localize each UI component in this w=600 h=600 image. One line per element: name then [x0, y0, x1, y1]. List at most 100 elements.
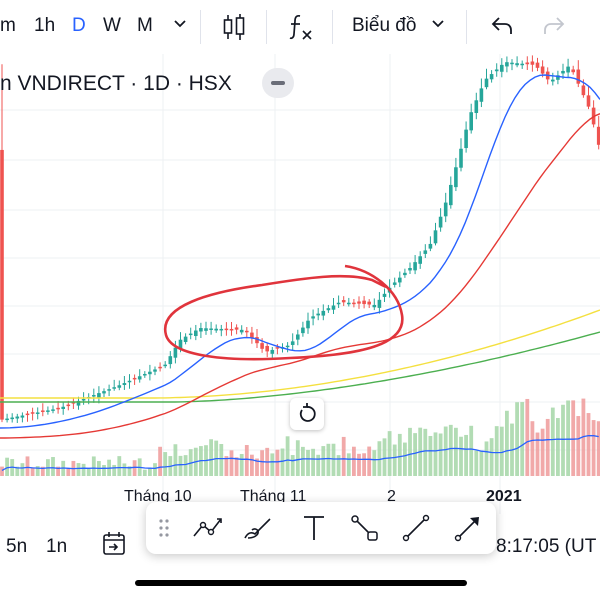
volume-bar [244, 445, 249, 476]
volume-bar [321, 446, 326, 476]
volume-bar [229, 450, 234, 476]
price-candle [326, 308, 331, 311]
price-candle [489, 74, 494, 80]
price-candle [199, 328, 203, 332]
undo-icon[interactable] [490, 15, 514, 42]
trend-line-icon[interactable] [398, 510, 434, 546]
interval-m-button[interactable]: M [137, 15, 153, 36]
redo-icon[interactable] [542, 15, 566, 42]
calendar-goto-icon[interactable] [100, 530, 128, 563]
price-candle [464, 129, 468, 149]
volume-bar [158, 446, 162, 476]
price-candle [194, 330, 198, 337]
price-candle [214, 328, 218, 331]
drag-handle-icon[interactable] [158, 518, 170, 543]
volume-bar [20, 463, 25, 476]
multipoint-line-icon[interactable] [190, 510, 226, 546]
price-candle [270, 349, 275, 354]
volume-bar [153, 463, 157, 476]
volume-bar [35, 466, 40, 476]
price-candle [81, 398, 86, 401]
price-candle [596, 126, 600, 145]
annotation-ellipse[interactable] [163, 264, 404, 361]
ma-yellow-line [0, 309, 600, 399]
price-candle [127, 380, 132, 383]
price-candle [398, 277, 402, 283]
volume-bar [464, 434, 468, 476]
brush-icon[interactable] [240, 510, 276, 546]
volume-bar [341, 436, 346, 476]
volume-bar [301, 446, 305, 476]
interval-w-button[interactable]: W [103, 15, 121, 36]
price-candle [571, 69, 575, 73]
clock-label[interactable]: 8:17:05 (UT [496, 536, 597, 557]
price-candle [76, 400, 81, 406]
price-candle [219, 328, 224, 331]
price-candle [15, 416, 20, 419]
volume-bar [15, 466, 20, 476]
interval-dropdown-chevron-icon[interactable] [172, 16, 188, 37]
layout-dropdown-chevron-icon[interactable] [430, 16, 446, 37]
volume-bar [219, 444, 224, 476]
price-candle [494, 69, 499, 72]
interval-d-button[interactable]: D [72, 15, 86, 36]
reset-chart-button[interactable] [290, 398, 324, 430]
interval-1h-button[interactable]: 1h [34, 15, 56, 36]
price-candle [209, 328, 213, 330]
price-candle [418, 256, 422, 264]
volume-bar [367, 446, 372, 476]
volume-bar [346, 453, 351, 476]
price-candle [535, 62, 540, 68]
price-candle [173, 347, 178, 358]
price-candle [61, 406, 65, 409]
price-candle [25, 413, 30, 416]
layout-button[interactable]: Biểu đồ [352, 15, 417, 36]
fx-icon[interactable] [287, 12, 315, 47]
price-candle [413, 262, 417, 271]
price-candle [148, 371, 152, 375]
volume-bar [596, 421, 600, 476]
legend-collapse-button[interactable] [262, 68, 294, 98]
volume-bar [30, 467, 35, 476]
volume-bar [413, 433, 417, 476]
volume-bar [112, 464, 117, 476]
range-1n-button[interactable]: 1n [46, 536, 68, 557]
volume-bar [127, 466, 132, 476]
volume-bar [250, 454, 254, 476]
volume-bar [515, 402, 519, 476]
price-candle [551, 79, 555, 82]
price-candle [347, 302, 351, 305]
price-chart-canvas[interactable] [0, 54, 600, 514]
text-icon[interactable] [296, 510, 332, 546]
price-candle [459, 148, 463, 168]
candles-icon[interactable] [222, 12, 246, 47]
arrow-icon[interactable] [450, 510, 486, 546]
time-axis-label: 2021 [486, 488, 522, 505]
home-indicator [135, 580, 467, 586]
time-axis-label: 2 [387, 488, 396, 505]
volume-bar [454, 427, 458, 476]
path-icon[interactable] [346, 510, 382, 546]
price-candle [255, 337, 259, 344]
volume-bar [505, 410, 509, 476]
volume-bar [591, 420, 596, 476]
price-candle [408, 268, 412, 271]
price-candle [484, 78, 489, 88]
price-candle [245, 330, 249, 333]
range-5n-button[interactable]: 5n [6, 536, 28, 557]
symbol-legend-title[interactable]: n VNDIRECT · 1D · HSX [0, 72, 232, 95]
volume-bar [408, 427, 412, 476]
price-candle [520, 63, 524, 66]
volume-bar [178, 455, 183, 476]
volume-bar [566, 400, 570, 476]
price-candle [10, 417, 14, 420]
drawing-toolbar [146, 502, 496, 554]
price-candle [443, 202, 448, 217]
price-candle [158, 366, 162, 369]
price-candle [556, 75, 560, 80]
price-candle [403, 272, 407, 276]
price-candle [275, 347, 280, 349]
volume-bar [255, 458, 259, 476]
price-chart-pane[interactable] [0, 54, 600, 514]
interval-minute-button[interactable]: m [0, 15, 16, 36]
